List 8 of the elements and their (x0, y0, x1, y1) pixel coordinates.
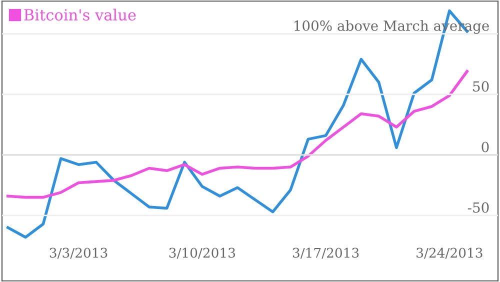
y-tick-label: -50 (468, 202, 489, 213)
x-tick-label: 3/24/2013 (416, 248, 482, 259)
x-tick-label: 3/17/2013 (292, 248, 359, 259)
y-tick-label: 50 (473, 81, 489, 92)
y-tick-label: 0 (482, 142, 489, 152)
x-tick-label: 3/3/2013 (50, 248, 108, 259)
legend-label: Bitcoin's value (24, 8, 136, 21)
x-tick-label: 3/10/2013 (169, 248, 236, 259)
